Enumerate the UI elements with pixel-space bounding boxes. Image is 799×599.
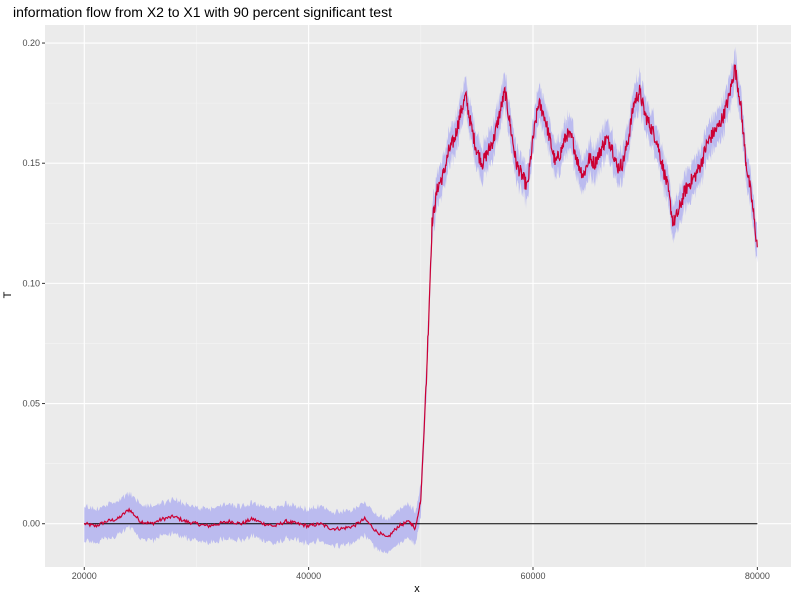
y-tick-label: 0.00 [22, 519, 40, 529]
y-tick-label: 0.05 [22, 399, 40, 409]
x-tick-label: 40000 [296, 571, 321, 581]
y-tick-label: 0.10 [22, 278, 40, 288]
y-axis-title: T [2, 291, 14, 298]
x-tick-label: 20000 [72, 571, 97, 581]
x-axis-ticks: 20000 40000 60000 80000 [72, 567, 770, 581]
chart-title: information flow from X2 to X1 with 90 p… [13, 4, 392, 20]
y-tick-label: 0.15 [22, 158, 40, 168]
plot-panel [45, 25, 791, 567]
x-tick-label: 80000 [745, 571, 770, 581]
y-tick-label: 0.20 [22, 38, 40, 48]
x-tick-label: 60000 [520, 571, 545, 581]
x-axis-title: x [414, 583, 420, 595]
y-axis-ticks: 0.00 0.05 0.10 0.15 0.20 [22, 38, 45, 529]
information-flow-line [83, 64, 758, 538]
